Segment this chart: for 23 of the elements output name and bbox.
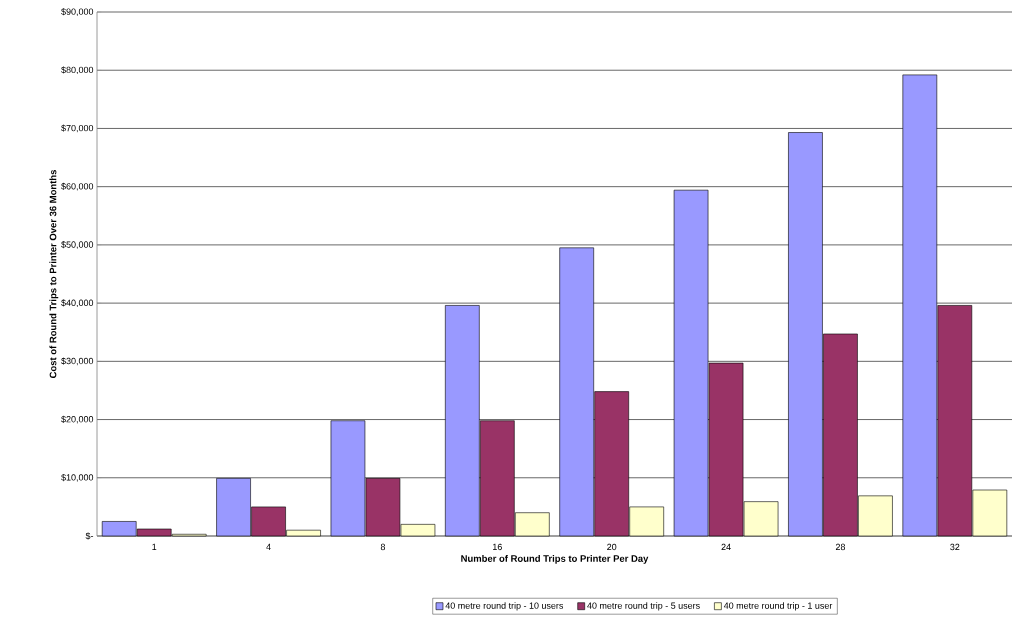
x-axis-title: Number of Round Trips to Printer Per Day: [461, 554, 649, 564]
y-tick-label: $40,000: [61, 299, 94, 307]
y-tick-label: $60,000: [61, 182, 94, 191]
x-tick-label: 4: [266, 543, 271, 550]
y-axis-title: Cost of Round Trips to Printer Over 36 Months: [49, 170, 59, 378]
x-tick-label: 1: [152, 543, 157, 550]
y-tick-label: $30,000: [61, 357, 94, 366]
y-tick-label: $10,000: [61, 473, 94, 482]
y-tick-label: $90,000: [61, 8, 94, 16]
legend-label: 40 metre round trip - 1 user: [723, 602, 833, 611]
x-tick-label: 8: [380, 543, 386, 551]
x-tick-label: 32: [950, 543, 960, 551]
y-tick-label: $80,000: [61, 66, 94, 75]
legend-label: 40 metre round trip - 5 users: [587, 602, 700, 611]
legend-label: 40 metre round trip - 10 users: [445, 602, 564, 611]
y-tick-label: $-: [85, 532, 94, 540]
y-tick-label: $20,000: [61, 415, 94, 424]
y-tick-label: $50,000: [61, 240, 94, 249]
y-tick-label: $70,000: [61, 124, 94, 133]
x-tick-label: 20: [607, 543, 617, 551]
x-tick-label: 28: [835, 543, 846, 551]
x-tick-label: 16: [493, 543, 502, 551]
x-tick-label: 24: [721, 543, 731, 551]
